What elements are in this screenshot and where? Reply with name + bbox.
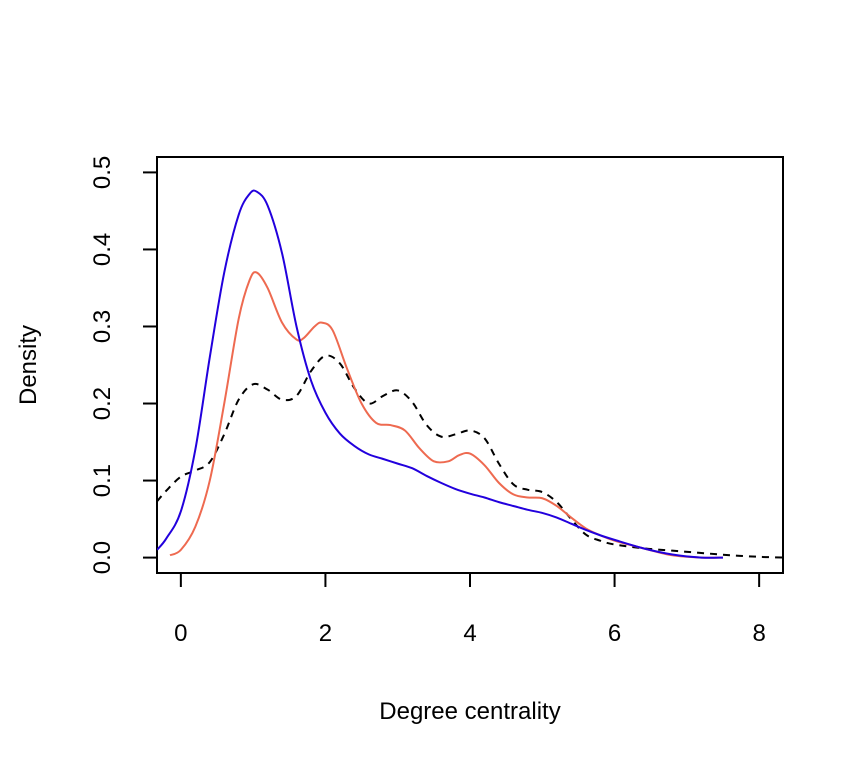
y-tick-label: 0.1 [89,464,116,497]
y-axis-title: Density [15,325,42,405]
x-tick-label: 2 [319,620,332,647]
x-axis-title: Degree centrality [379,698,560,725]
series-line-3 [157,189,724,559]
y-tick-label: 0.0 [89,541,116,574]
x-axis: 0 2 4 6 8 [174,572,766,647]
x-tick-label: 8 [752,620,765,647]
plot-frame [156,156,784,574]
x-tick-label: 6 [608,620,621,647]
series-line-1 [157,354,783,559]
y-tick-label: 0.2 [89,387,116,420]
y-tick-label: 0.4 [89,233,116,266]
series-line-2 [169,271,724,559]
y-tick-label: 0.3 [89,310,116,343]
x-tick-label: 4 [463,620,476,647]
series-layer [157,189,783,559]
y-axis: 0.0 0.1 0.2 0.3 0.4 0.5 [89,156,158,574]
x-tick-label: 0 [174,620,187,647]
y-tick-label: 0.5 [89,156,116,189]
